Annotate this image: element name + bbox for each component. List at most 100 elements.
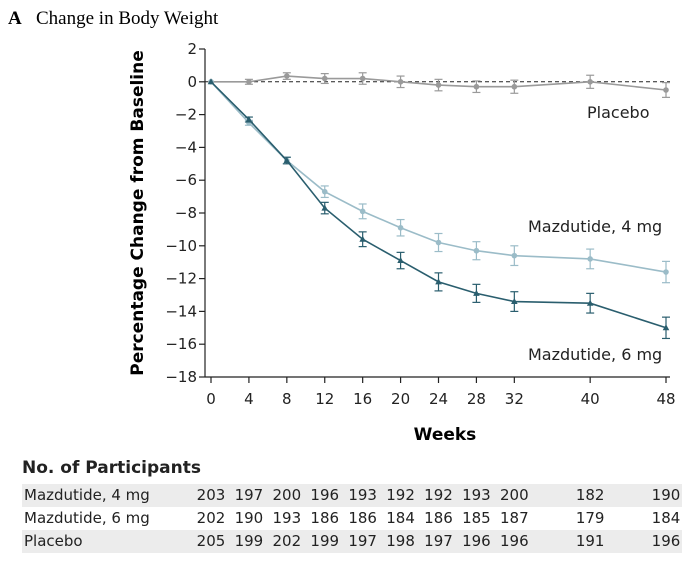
data-point-placebo xyxy=(359,75,366,82)
participants-row-label: Mazdutide, 6 mg xyxy=(24,509,150,527)
x-tick-label: 16 xyxy=(353,390,372,408)
participants-table: No. of Participants Mazdutide, 4 mg 203 19… xyxy=(22,458,682,553)
participants-count: 199 xyxy=(310,532,340,550)
y-tick-label: −18 xyxy=(165,368,197,386)
data-point-mazdutide-4-mg xyxy=(587,256,593,262)
data-point-placebo xyxy=(511,83,518,90)
plot-area: 20−2−4−6−8−10−12−14−16−180 4 8 12 16 20 24 28 32… xyxy=(165,40,675,408)
y-tick-label: −14 xyxy=(165,302,197,320)
participants-count: 196 xyxy=(500,532,529,550)
x-tick-label: 20 xyxy=(391,390,410,408)
data-point-placebo xyxy=(321,75,328,82)
y-tick-label: −2 xyxy=(175,106,197,124)
data-point-mazdutide-6-mg xyxy=(359,235,366,242)
data-point-mazdutide-4-mg xyxy=(359,208,366,215)
data-point-mazdutide-6-mg xyxy=(435,278,442,285)
participants-count: 193 xyxy=(348,486,377,504)
participants-count: 199 xyxy=(234,532,264,550)
data-point-mazdutide-4-mg xyxy=(473,247,480,254)
y-tick-label: −12 xyxy=(165,270,197,288)
data-point-mazdutide-4-mg xyxy=(435,239,442,246)
data-point-mazdutide-4-mg xyxy=(511,252,518,259)
participants-count: 192 xyxy=(424,486,453,504)
y-tick-label: −8 xyxy=(175,204,197,222)
participants-count: 187 xyxy=(500,509,529,527)
data-point-mazdutide-4-mg xyxy=(321,188,328,195)
data-point-mazdutide-6-mg xyxy=(245,116,253,123)
participants-count: 190 xyxy=(651,486,681,504)
data-point-mazdutide-6-mg xyxy=(283,157,291,164)
x-tick-label: 0 xyxy=(206,390,216,408)
data-point-placebo xyxy=(663,87,669,93)
y-tick-label: −6 xyxy=(175,171,197,189)
panel-letter: A xyxy=(8,8,22,29)
label-mazdutide-4mg: Mazdutide, 4 mg xyxy=(528,217,662,236)
participants-count: 184 xyxy=(386,509,415,527)
participants-count: 186 xyxy=(310,509,340,527)
x-tick-label: 32 xyxy=(505,390,524,408)
data-point-mazdutide-6-mg xyxy=(511,298,518,305)
participants-row: Mazdutide, 4 mg 203 197 200 196 193 192 192 193 2… xyxy=(22,484,682,507)
participants-count: 179 xyxy=(575,509,605,527)
participants-count: 193 xyxy=(462,486,491,504)
y-tick-label: −10 xyxy=(165,237,197,255)
participants-count: 192 xyxy=(386,486,415,504)
panel-title: Change in Body Weight xyxy=(36,8,219,29)
data-point-placebo xyxy=(284,73,290,79)
participants-count: 205 xyxy=(196,532,226,550)
participants-count: 184 xyxy=(651,509,681,527)
y-tick-label: −16 xyxy=(165,335,197,353)
data-point-placebo xyxy=(246,79,252,85)
participants-count: 203 xyxy=(196,486,226,504)
participants-count: 197 xyxy=(234,486,264,504)
data-point-placebo xyxy=(435,82,442,88)
y-tick-label: −4 xyxy=(175,138,197,156)
data-point-mazdutide-6-mg xyxy=(397,257,404,264)
participants-count: 186 xyxy=(424,509,453,527)
x-tick-label: 28 xyxy=(467,390,486,408)
data-point-mazdutide-6-mg xyxy=(207,78,215,85)
body-weight-chart: A Change in Body Weight 20−2−4−6−8−10−12… xyxy=(8,8,676,445)
participants-count: 202 xyxy=(272,532,302,550)
participants-count: 190 xyxy=(234,509,264,527)
participants-row: Placebo 205 199 202 199 197 198 197 196 196 191 196 xyxy=(22,530,682,553)
data-point-mazdutide-4-mg xyxy=(663,269,669,275)
participants-count: 197 xyxy=(348,532,377,550)
data-point-mazdutide-6-mg xyxy=(473,289,480,296)
participants-row-label: Placebo xyxy=(24,532,83,550)
participants-count: 196 xyxy=(310,486,340,504)
label-mazdutide-6mg: Mazdutide, 6 mg xyxy=(528,345,662,364)
participants-count: 191 xyxy=(575,532,605,550)
x-tick-label: 8 xyxy=(282,390,292,408)
x-tick-label: 24 xyxy=(429,390,448,408)
participants-count: 202 xyxy=(196,509,226,527)
participants-count: 198 xyxy=(386,532,415,550)
data-point-mazdutide-6-mg xyxy=(662,324,670,331)
y-tick-label: 2 xyxy=(187,40,197,58)
participants-row: Mazdutide, 6 mg 202 190 193 186 186 184 186 185 1… xyxy=(22,507,682,530)
data-point-placebo xyxy=(397,79,404,85)
x-tick-label: 4 xyxy=(244,390,254,408)
x-tick-label: 48 xyxy=(656,390,675,408)
participants-count: 186 xyxy=(348,509,377,527)
participants-title: No. of Participants xyxy=(22,458,201,478)
data-point-mazdutide-6-mg xyxy=(321,204,329,211)
x-axis-label: Weeks xyxy=(414,425,477,445)
data-point-mazdutide-6-mg xyxy=(586,299,594,306)
y-axis-label: Percentage Change from Baseline xyxy=(128,50,148,376)
participants-row-label: Mazdutide, 4 mg xyxy=(24,486,150,504)
participants-count: 200 xyxy=(500,486,529,504)
participants-count: 193 xyxy=(272,509,302,527)
participants-count: 196 xyxy=(651,532,681,550)
x-tick-label: 40 xyxy=(581,390,600,408)
data-point-mazdutide-4-mg xyxy=(397,224,404,231)
label-placebo: Placebo xyxy=(587,103,649,122)
data-point-placebo xyxy=(587,79,593,85)
y-tick-label: 0 xyxy=(187,73,197,91)
participants-count: 185 xyxy=(462,509,491,527)
x-tick-label: 12 xyxy=(315,390,334,408)
participants-count: 200 xyxy=(272,486,302,504)
participants-count: 197 xyxy=(424,532,453,550)
data-point-placebo xyxy=(473,83,480,90)
participants-count: 196 xyxy=(462,532,491,550)
